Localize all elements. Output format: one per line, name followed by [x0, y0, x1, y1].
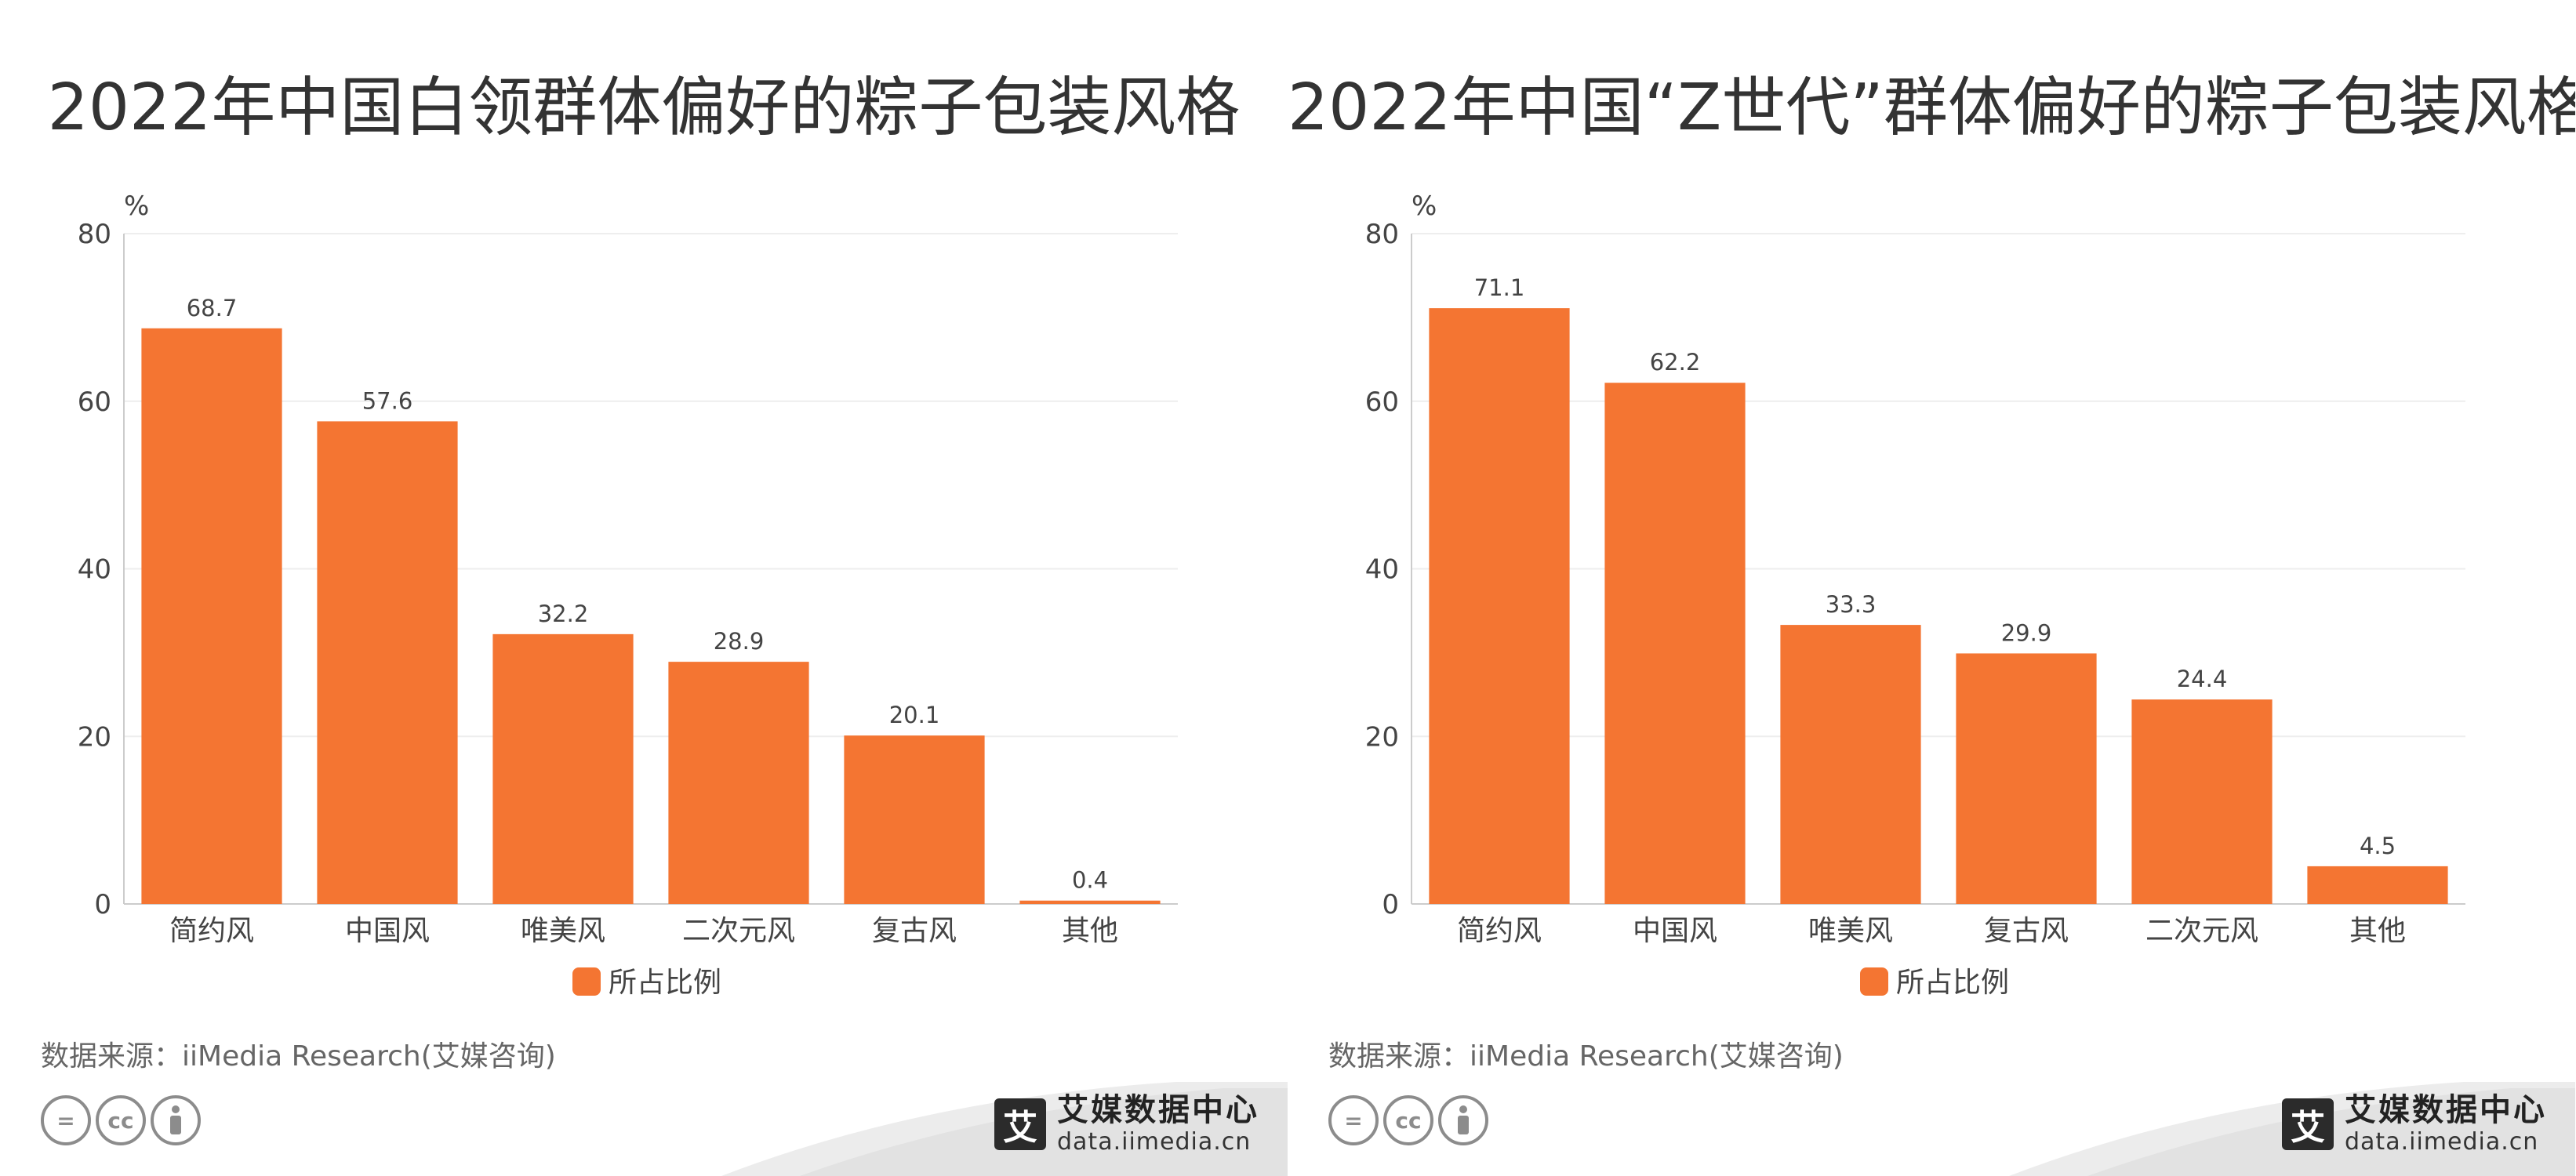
y-tick-label: 0 [94, 889, 111, 920]
license-icons: = cc [41, 1095, 201, 1145]
brand-watermark: 艾 艾媒数据中心 data.iimedia.cn [994, 1094, 1259, 1154]
legend-label: 所占比例 [1896, 967, 2009, 999]
bar [317, 421, 458, 904]
y-tick-label: 40 [1365, 554, 1399, 586]
x-tick-label: 其他 [1062, 915, 1118, 947]
x-tick-label: 复古风 [1984, 915, 2069, 947]
chart-panel-left: 2022年中国白领群体偏好的粽子包装风格 0 20 40 60 80% 68.7 简约风 57… [41, 71, 1288, 1176]
cc-icon: cc [96, 1095, 146, 1145]
x-tick-label: 复古风 [872, 915, 957, 947]
data-label: 62.2 [1650, 349, 1701, 376]
bar [141, 328, 282, 904]
bar [1956, 653, 2097, 904]
bar [2131, 699, 2273, 904]
y-tick-label: 20 [1365, 721, 1399, 753]
brand-url: data.iimedia.cn [1057, 1128, 1252, 1156]
data-label: 20.1 [889, 702, 940, 728]
brand-watermark: 艾 艾媒数据中心 data.iimedia.cn [2282, 1094, 2547, 1154]
bar [668, 662, 809, 904]
data-label: 24.4 [2177, 666, 2228, 692]
y-tick-label: 40 [78, 554, 111, 586]
cc-by-icon [1438, 1095, 1488, 1145]
bar [1429, 308, 1570, 904]
data-label: 68.7 [187, 295, 238, 321]
x-tick-label: 其他 [2349, 915, 2406, 947]
data-label: 71.1 [1474, 274, 1525, 301]
chart-title: 2022年中国“Z世代”群体偏好的粽子包装风格 [1288, 71, 2575, 145]
bar [1780, 625, 1921, 904]
y-tick-label: 80 [78, 219, 111, 250]
bar [1604, 383, 1746, 904]
legend-swatch [1860, 967, 1888, 996]
x-tick-label: 二次元风 [2145, 915, 2258, 947]
x-tick-label: 二次元风 [682, 915, 795, 947]
license-icons: = cc [1328, 1095, 1488, 1145]
data-label: 4.5 [2360, 833, 2396, 859]
data-source: 数据来源：iiMedia Research(艾媒咨询) [41, 1040, 556, 1073]
x-tick-label: 简约风 [169, 915, 254, 947]
y-tick-label: 0 [1382, 889, 1399, 920]
cc-icon: cc [1383, 1095, 1433, 1145]
brand-logo-icon: 艾 [994, 1098, 1046, 1150]
brand-name: 艾媒数据中心 [1057, 1092, 1259, 1128]
data-source: 数据来源：iiMedia Research(艾媒咨询) [1328, 1040, 1844, 1073]
data-label: 0.4 [1072, 867, 1108, 894]
data-label: 33.3 [1826, 591, 1877, 618]
y-tick-label: 60 [78, 387, 111, 418]
x-tick-label: 简约风 [1457, 915, 1542, 947]
cc-equal-icon: = [1328, 1095, 1379, 1145]
legend-label: 所占比例 [609, 967, 721, 999]
bar [1019, 900, 1161, 904]
bar-chart: 0 20 40 60 80% 68.7 简约风 57.6 中国风 32.2 唯美风 28.9 二次元风 2… [78, 191, 1178, 999]
x-tick-label: 中国风 [345, 915, 430, 947]
data-label: 29.9 [2001, 619, 2052, 646]
y-tick-label: 20 [78, 721, 111, 753]
data-label: 32.2 [538, 601, 589, 627]
legend-swatch [572, 967, 601, 996]
brand-logo-icon: 艾 [2282, 1098, 2334, 1150]
y-tick-label: 80 [1365, 219, 1399, 250]
chart-panel-right: 2022年中国“Z世代”群体偏好的粽子包装风格 0 20 40 60 80% 71.1 简约… [1288, 0, 2575, 1176]
bar [2307, 866, 2448, 904]
bar-chart: 0 20 40 60 80% 71.1 简约风 62.2 中国风 33.3 唯美风 29.9 复古风 24… [1365, 191, 2465, 999]
x-tick-label: 唯美风 [521, 915, 605, 947]
brand-url: data.iimedia.cn [2345, 1128, 2539, 1156]
y-tick-label: 60 [1365, 387, 1399, 418]
y-axis-unit: % [1412, 191, 1437, 222]
cc-equal-icon: = [41, 1095, 91, 1145]
bar [844, 735, 985, 904]
x-tick-label: 中国风 [1633, 915, 1717, 947]
chart-title: 2022年中国白领群体偏好的粽子包装风格 [47, 71, 1241, 145]
bar [492, 633, 634, 904]
y-axis-unit: % [124, 191, 149, 222]
cc-by-icon [151, 1095, 201, 1145]
data-label: 57.6 [362, 387, 413, 414]
brand-name: 艾媒数据中心 [2345, 1092, 2547, 1128]
data-label: 28.9 [714, 628, 765, 655]
x-tick-label: 唯美风 [1808, 915, 1893, 947]
